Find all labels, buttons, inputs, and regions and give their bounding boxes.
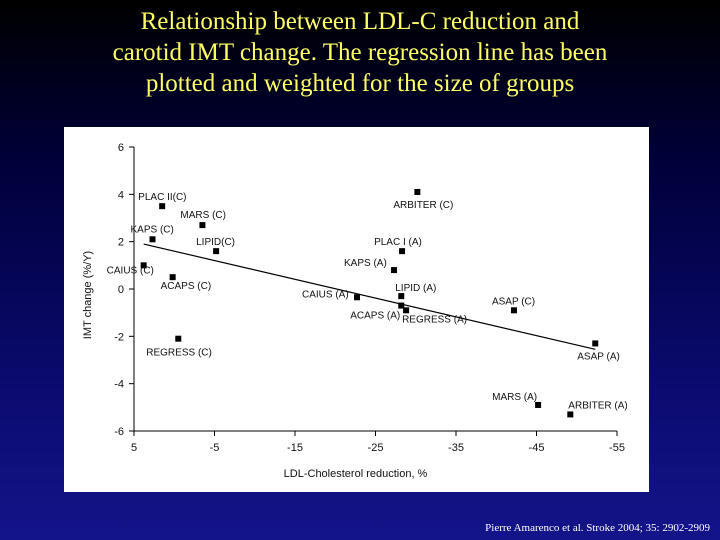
data-point-label: PLAC II(C) xyxy=(138,192,186,203)
data-point-label: CAIUS (C) xyxy=(107,265,154,276)
data-point xyxy=(149,236,156,243)
data-point-label: CAIUS (A) xyxy=(302,289,349,300)
citation: Pierre Amarenco et al. Stroke 2004; 35: … xyxy=(485,522,710,534)
data-point xyxy=(353,294,360,301)
data-point-label: PLAC I (A) xyxy=(374,237,422,248)
x-axis-label: LDL-Cholesterol reduction, % xyxy=(284,468,428,480)
data-point xyxy=(535,401,542,408)
data-point xyxy=(169,274,176,281)
y-tick-label: 4 xyxy=(118,189,124,201)
y-tick-label: 6 xyxy=(118,142,124,154)
data-point xyxy=(414,188,421,195)
data-point xyxy=(399,248,406,255)
data-point xyxy=(567,411,574,418)
data-point-label: KAPS (A) xyxy=(344,258,387,269)
data-point xyxy=(391,267,398,274)
data-point-label: REGRESS (C) xyxy=(146,348,212,359)
x-tick-label: -55 xyxy=(609,442,625,454)
data-point-label: KAPS (C) xyxy=(131,224,174,235)
y-tick-label: -6 xyxy=(114,426,124,438)
x-tick-label: -45 xyxy=(529,442,545,454)
data-point xyxy=(510,307,517,314)
x-tick-label: -5 xyxy=(210,442,220,454)
regression-line xyxy=(143,243,596,350)
y-tick-label: 2 xyxy=(118,237,124,249)
chart-panel: 6 4 2 0 -2 -4 -6 5 -5 -15 -25 -35 -45 -55 LDL-Choleste… xyxy=(64,127,649,492)
x-tick-label: -25 xyxy=(368,442,384,454)
title-line-2: carotid IMT change. The regression line … xyxy=(112,39,608,66)
data-point-label: ASAP (A) xyxy=(577,351,620,362)
data-point xyxy=(175,335,182,342)
y-tick-label: -4 xyxy=(114,379,124,391)
data-point-label: LIPID(C) xyxy=(196,237,235,248)
data-point xyxy=(213,248,220,255)
data-point-label: ARBITER (A) xyxy=(568,400,627,411)
data-point-label: MARS (C) xyxy=(180,210,226,221)
data-point xyxy=(140,262,147,269)
data-point-label: ACAPS (A) xyxy=(350,311,400,322)
data-point-label: REGRESS (A) xyxy=(402,314,467,325)
title-line-1: Relationship between LDL-C reduction and xyxy=(140,8,580,35)
data-point xyxy=(592,340,599,347)
x-tick-label: -35 xyxy=(448,442,464,454)
slide-title: Relationship between LDL-C reduction and… xyxy=(0,6,720,99)
data-point xyxy=(398,293,405,300)
data-point-label: LIPID (A) xyxy=(395,283,436,294)
x-tick-label: 5 xyxy=(131,442,137,454)
y-tick-label: -2 xyxy=(114,331,124,343)
data-point xyxy=(199,222,206,229)
data-point xyxy=(159,203,166,210)
data-point-label: ARBITER (C) xyxy=(393,200,453,211)
y-tick-label: 0 xyxy=(118,284,124,296)
data-point-label: MARS (A) xyxy=(492,392,537,403)
data-point xyxy=(398,302,405,309)
data-point-label: ASAP (C) xyxy=(492,296,535,307)
title-line-3: plotted and weighted for the size of gro… xyxy=(145,70,575,97)
y-axis-label: IMT change (%/Y) xyxy=(82,251,94,339)
scatter-chart: 6 4 2 0 -2 -4 -6 5 -5 -15 -25 -35 -45 -55 LDL-Choleste… xyxy=(82,142,628,480)
data-point-label: ACAPS (C) xyxy=(161,281,212,292)
x-tick-label: -15 xyxy=(287,442,303,454)
data-point xyxy=(403,307,410,314)
